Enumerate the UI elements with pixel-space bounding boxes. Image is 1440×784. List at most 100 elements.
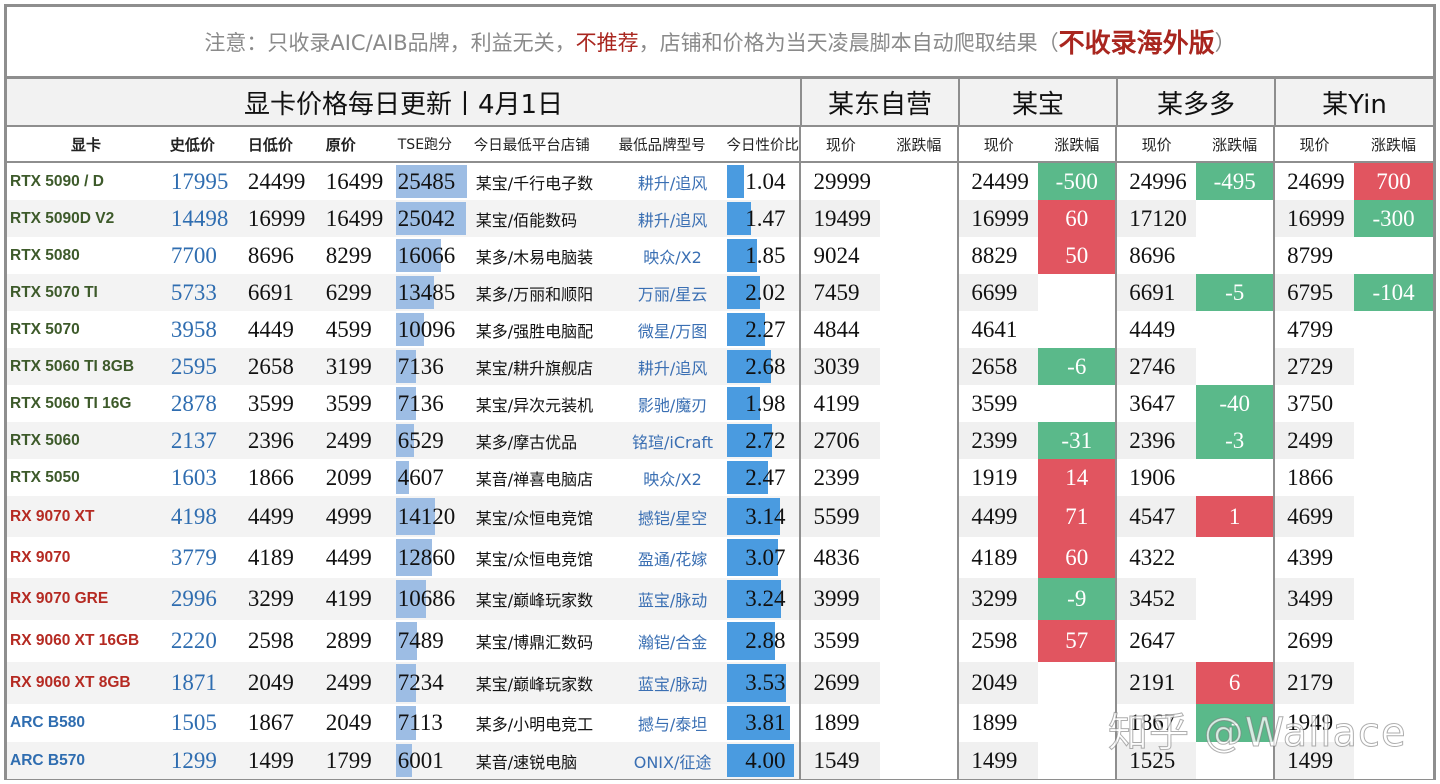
dy-price: 2179: [1275, 662, 1355, 704]
dy-delta: [1354, 311, 1434, 348]
dy-delta: -300: [1354, 200, 1434, 237]
hist-low-price: 5733: [170, 279, 217, 305]
tse-score: 14120: [395, 496, 474, 537]
day-low-price: 2396: [247, 427, 294, 453]
table-row: ARC B570 1299 1499 1799 6001 某音/速锐电脑 ONI…: [7, 742, 1434, 779]
hist-low-price: 1299: [170, 747, 217, 773]
orig-price: 16499: [325, 168, 384, 194]
tb-price: 3599: [959, 385, 1039, 422]
gpu-name: RX 9070: [10, 548, 71, 566]
hist-low-price: 2878: [170, 390, 217, 416]
jd-delta: [880, 385, 960, 422]
lowest-brand-model: 映众/X2: [643, 469, 702, 489]
tse-score: 7113: [395, 704, 474, 742]
tb-delta: [1038, 385, 1118, 422]
tb-price: 4641: [959, 311, 1039, 348]
tb-price: 24499: [959, 163, 1039, 200]
col-header-tb-price: 现价: [983, 135, 1014, 154]
pdd-delta: [1196, 459, 1276, 496]
value-ratio: 2.72: [726, 422, 802, 459]
jd-delta: [880, 274, 960, 311]
hist-low-price: 2137: [170, 427, 217, 453]
gpu-name: RTX 5060 TI 8GB: [10, 357, 135, 375]
tse-score: 10096: [395, 311, 474, 348]
dy-price: 2499: [1275, 422, 1355, 459]
tse-bar: [395, 202, 467, 235]
tse-score: 4607: [395, 459, 474, 496]
lowest-brand-model: 万丽/星云: [637, 284, 708, 304]
tse-score: 25485: [395, 163, 474, 200]
ratio-bar: [726, 350, 772, 383]
day-low-price: 3299: [247, 586, 294, 611]
lowest-brand-model: 耕升/追风: [637, 173, 708, 193]
pdd-price: 24996: [1117, 163, 1197, 200]
tb-price: 1899: [959, 704, 1039, 742]
dy-delta: [1354, 385, 1434, 422]
lowest-shop: 某音/禅喜电脑店: [475, 469, 594, 489]
lowest-brand-model: 影驰/魔刃: [637, 395, 708, 415]
gpu-name: RTX 5080: [10, 246, 80, 264]
jd-price: 1899: [801, 704, 881, 742]
pdd-price: 6691: [1117, 274, 1197, 311]
ratio-bar: [726, 580, 781, 618]
dy-delta: [1354, 662, 1434, 704]
tse-bar: [395, 461, 409, 494]
page-title: 显卡价格每日更新丨4月1日: [7, 79, 802, 125]
ratio-bar: [726, 622, 775, 660]
tse-bar: [395, 424, 415, 457]
platform-header-douyin: 某Yin: [1322, 89, 1387, 120]
lowest-brand-model: 耕升/追风: [637, 210, 708, 230]
pdd-delta: 1: [1196, 496, 1276, 537]
tb-delta: 71: [1038, 496, 1118, 537]
dy-price: 2729: [1275, 348, 1355, 385]
table-row: RTX 5070 TI 5733 6691 6299 13485 某多/万丽和顺…: [7, 274, 1434, 311]
table-row: RTX 5090D V2 14498 16999 16499 25042 某宝/…: [7, 200, 1434, 237]
col-header-hist-low: 史低价: [169, 135, 215, 154]
orig-price: 1799: [325, 747, 372, 773]
dy-delta: [1354, 348, 1434, 385]
day-low-price: 24499: [247, 168, 306, 194]
notice-text-3: ）: [1214, 30, 1236, 55]
col-header-day-low: 日低价: [247, 135, 293, 154]
hist-low-price: 1505: [170, 710, 217, 735]
lowest-brand-model: 撼与/泰坦: [637, 715, 708, 734]
orig-price: 6299: [325, 279, 372, 305]
day-low-price: 2658: [247, 353, 294, 379]
lowest-shop: 某宝/耕升旗舰店: [475, 358, 594, 378]
lowest-brand-model: 耕升/追风: [637, 358, 708, 378]
dy-price: 4799: [1275, 311, 1355, 348]
tb-delta: 50: [1038, 237, 1118, 274]
platform-header-jd: 某东自营: [802, 79, 960, 125]
tb-price: 1499: [959, 742, 1039, 779]
tb-delta: [1038, 742, 1118, 779]
jd-price: 19499: [801, 200, 881, 237]
jd-delta: [880, 459, 960, 496]
lowest-shop: 某多/万丽和顺阳: [475, 284, 594, 304]
tb-price: 2399: [959, 422, 1039, 459]
jd-price: 3039: [801, 348, 881, 385]
pdd-price: 3647: [1117, 385, 1197, 422]
pdd-price: 1867: [1117, 704, 1197, 742]
jd-delta: [880, 311, 960, 348]
dy-delta: 700: [1354, 163, 1434, 200]
tb-delta: [1038, 662, 1118, 704]
table-row: RX 9070 GRE 2996 3299 4199 10686 某宝/巅峰玩家…: [7, 578, 1434, 620]
hist-low-price: 4198: [170, 503, 217, 529]
pdd-delta: -40: [1196, 385, 1276, 422]
notice-not-recommended: 不推荐: [575, 30, 639, 55]
jd-delta: [880, 200, 960, 237]
gpu-name: RX 9070 GRE: [10, 590, 109, 607]
hist-low-price: 3958: [170, 316, 217, 342]
pdd-price: 4449: [1117, 311, 1197, 348]
dy-price: 16999: [1275, 200, 1355, 237]
lowest-brand-model: 瀚铠/合金: [637, 633, 708, 652]
tse-score: 7136: [395, 385, 474, 422]
table-row: RTX 5090 / D 17995 24499 16499 25485 某宝/…: [7, 163, 1434, 200]
tse-bar: [395, 664, 416, 702]
jd-delta: [880, 662, 960, 704]
dy-price: 1949: [1275, 704, 1355, 742]
dy-price: 1499: [1275, 742, 1355, 779]
ratio-bar: [726, 313, 765, 346]
hist-low-price: 1871: [170, 670, 217, 695]
gpu-name: RX 9060 XT 8GB: [10, 674, 131, 691]
